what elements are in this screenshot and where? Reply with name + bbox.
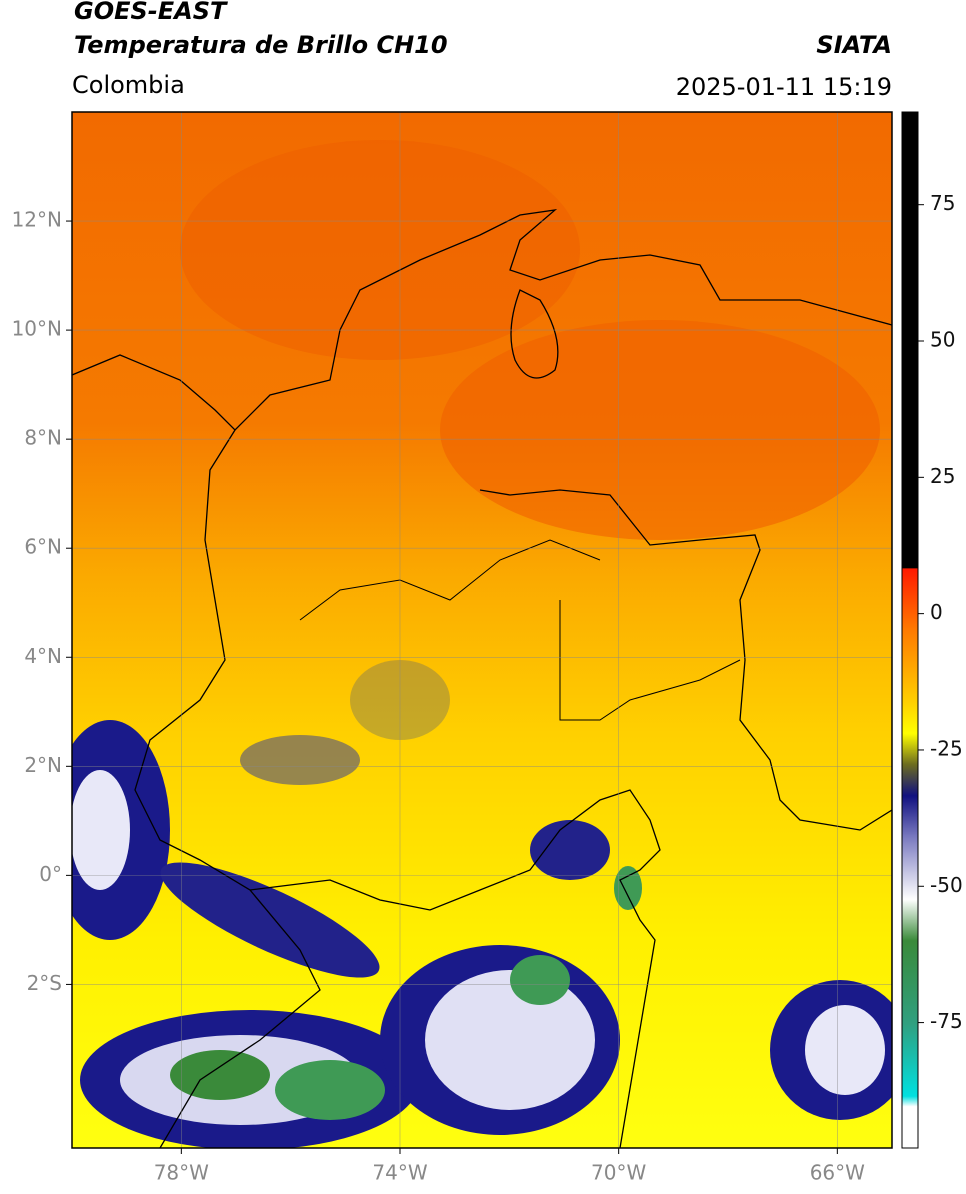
y-tick-label: 6°N xyxy=(24,535,62,559)
y-tick-label: 2°S xyxy=(27,971,62,995)
imagery xyxy=(72,112,892,1148)
y-tick-label: 8°N xyxy=(24,426,62,450)
map-frame xyxy=(71,111,893,1149)
subtitle: Temperatura de Brillo CH10 xyxy=(74,31,448,59)
colorbar xyxy=(901,111,919,1149)
grid xyxy=(72,112,892,1148)
timestamp: 2025-01-11 15:19 xyxy=(676,73,892,101)
y-tick-label: 4°N xyxy=(24,644,62,668)
y-tick-label: 12°N xyxy=(12,208,62,232)
source: SIATA xyxy=(816,31,892,59)
y-tick-label: 10°N xyxy=(12,317,62,341)
colorbar-tick-label: 75 xyxy=(930,191,955,215)
x-tick-label: 70°W xyxy=(591,1161,646,1185)
y-tick-label: 0° xyxy=(39,862,62,886)
colorbar-tick-label: 0 xyxy=(930,600,943,624)
x-tick-label: 78°W xyxy=(154,1161,209,1185)
title: GOES-EAST xyxy=(74,0,228,25)
y-tick-label: 2°N xyxy=(24,753,62,777)
colorbar-tick-label: -25 xyxy=(930,736,963,760)
colorbar-tick-label: -75 xyxy=(930,1009,963,1033)
colorbar-tick-label: -50 xyxy=(930,873,963,897)
colorbar-tick-label: 50 xyxy=(930,328,955,352)
x-tick-label: 66°W xyxy=(810,1161,865,1185)
colorbar-tick-label: 25 xyxy=(930,464,955,488)
x-tick-label: 74°W xyxy=(372,1161,427,1185)
region: Colombia xyxy=(72,71,185,99)
